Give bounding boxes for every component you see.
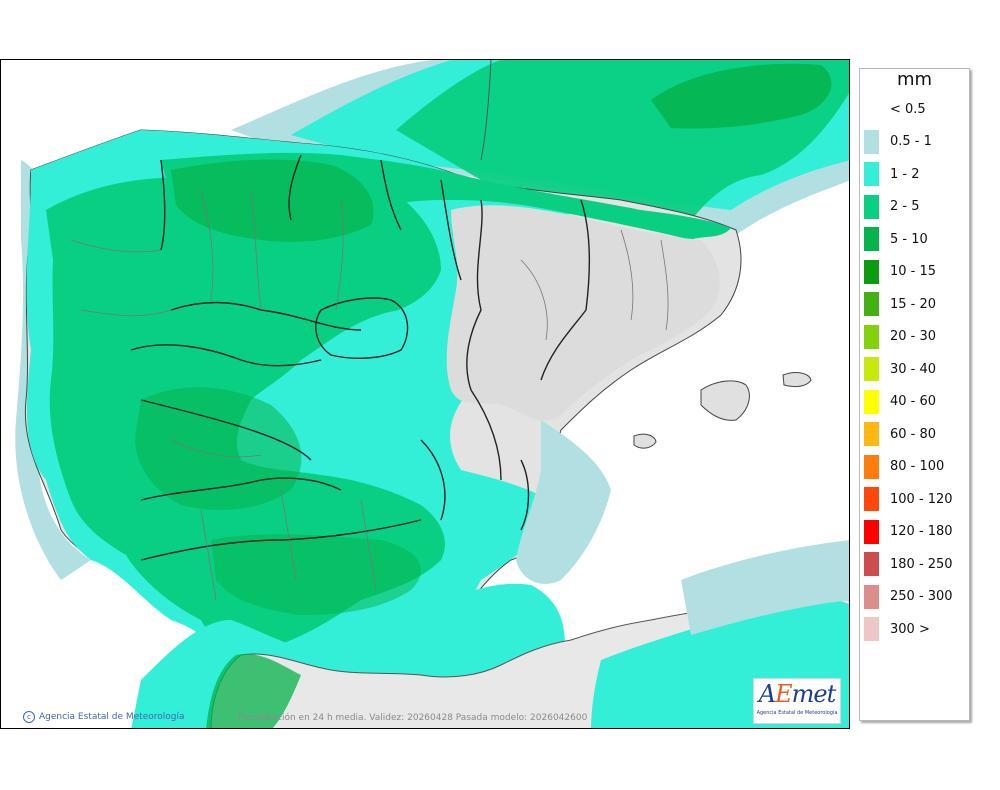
legend-unit: mm [896,69,933,90]
copyright-icon: c [23,711,35,723]
island-menorca [782,372,812,388]
legend-swatch [864,324,879,349]
legend-item: 30 - 40 [864,357,936,381]
credit-label: c Agencia Estatal de Meteorología [23,711,185,723]
legend-label: 250 - 300 [890,589,953,604]
legend-item: 300 > [864,617,930,641]
legend-item: 15 - 20 [864,292,936,316]
legend-item: 0.5 - 1 [864,129,932,154]
legend-swatch [864,487,879,511]
island-mallorca [700,380,750,421]
legend-item: 10 - 15 [864,259,937,284]
legend-swatch [864,519,879,544]
legend-label: 20 - 30 [890,329,937,344]
legend-label: 30 - 40 [890,361,937,377]
island-ibiza [633,433,657,449]
legend-label: 5 - 10 [890,231,928,247]
legend-swatch [864,97,879,121]
precip-north-sea-dark [651,63,832,129]
legend-label: < 0.5 [890,101,926,117]
legend-label: 60 - 80 [890,426,937,442]
legend-item: 20 - 30 [864,324,937,349]
precipitation-legend: mm < 0.5 0.5 - 1 1 - 2 2 - 5 5 - 10 10 - 15 15… [859,68,970,721]
legend-label: 15 - 20 [890,296,937,312]
legend-label: 300 > [890,621,930,637]
legend-label: 80 - 100 [890,459,945,474]
aemet-logo-subtitle: Agencia Estatal de Meteorología [756,710,838,716]
legend-label: 180 - 250 [890,556,953,572]
legend-item: 2 - 5 [864,194,920,219]
precip-algeria-pale [681,540,849,635]
legend-label: 10 - 15 [890,264,937,279]
legend-label: 1 - 2 [890,166,920,182]
aemet-logo-word: AEmet [758,680,836,708]
precip-med-light [516,420,611,584]
legend-label: 40 - 60 [890,394,937,409]
legend-swatch [864,552,879,576]
legend-item: 5 - 10 [864,227,928,251]
legend-swatch [864,422,879,446]
province-borders [70,189,669,601]
legend-swatch [864,357,879,381]
legend-item: 180 - 250 [864,552,953,576]
legend-swatch [864,194,879,219]
legend-swatch [864,259,879,284]
legend-item: 1 - 2 [864,162,920,186]
legend-item: < 0.5 [864,97,926,121]
legend-label: 0.5 - 1 [890,134,932,149]
legend-label: 2 - 5 [890,199,920,214]
legend-item: 250 - 300 [864,584,953,609]
map-caption: Precipitación en 24 h media. Validez: 20… [238,713,588,723]
precip-galicia-dark [171,159,374,242]
precip-andalucia-dark [211,534,421,615]
map-canvas [1,60,849,728]
legend-swatch [864,584,879,609]
aemet-logo: AEmet Agencia Estatal de Meteorología [753,678,841,724]
legend-swatch [864,162,879,186]
legend-item: 100 - 120 [864,487,953,511]
legend-swatch [864,292,879,316]
legend-item: 60 - 80 [864,422,936,446]
legend-label: 100 - 120 [890,491,953,507]
legend-item: 40 - 60 [864,389,937,414]
legend-item: 80 - 100 [864,454,945,479]
precip-extremadura-dark [135,387,302,510]
legend-swatch [864,617,879,641]
legend-swatch [864,454,879,479]
legend-swatch [864,389,879,414]
france-coast-line [480,60,492,161]
legend-item: 120 - 180 [864,519,953,544]
region-borders [130,154,590,561]
precipitation-map: c Agencia Estatal de Meteorología Precip… [0,59,850,729]
precip-morocco-green [206,654,301,728]
legend-swatch [864,227,879,251]
legend-swatch [864,129,879,154]
legend-label: 120 - 180 [890,524,953,539]
